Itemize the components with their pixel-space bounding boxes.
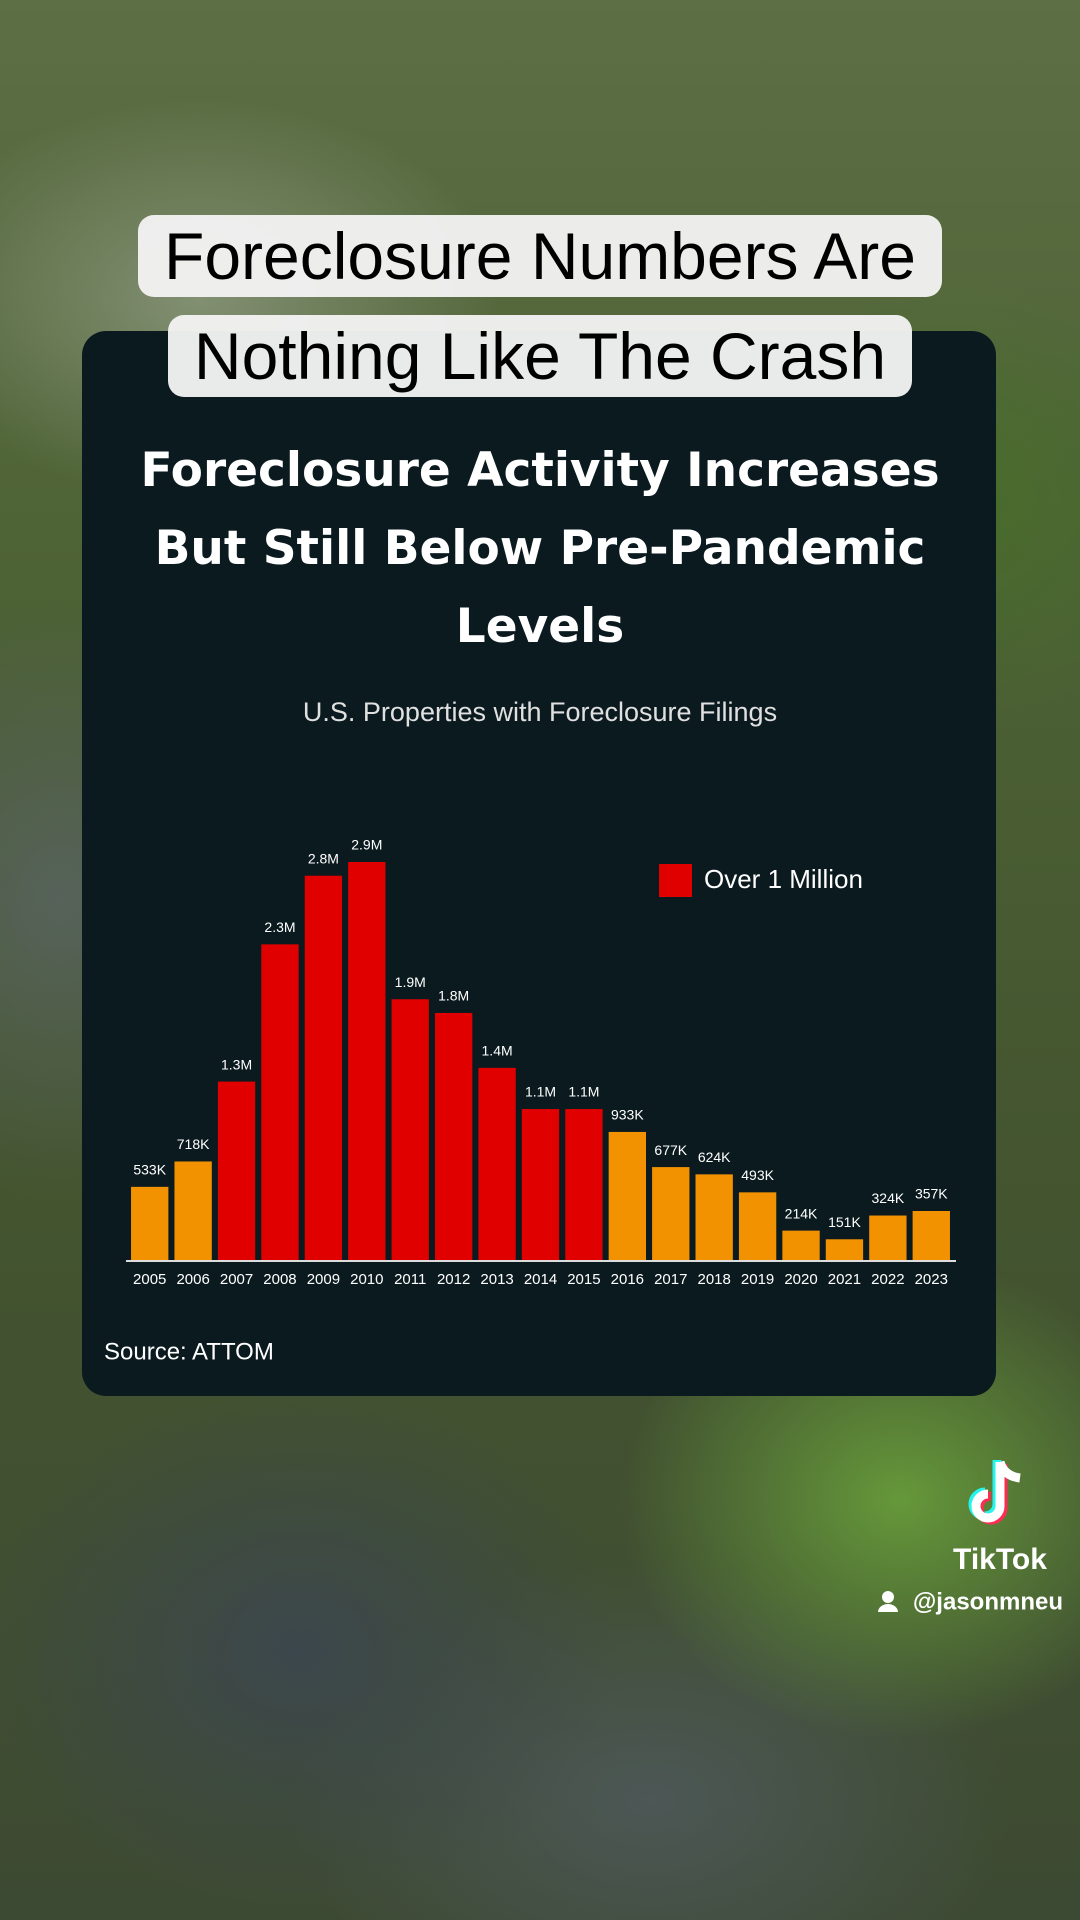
value-label: 357K [915, 1186, 948, 1202]
tiktok-logo [968, 1460, 1021, 1525]
bar [478, 1067, 516, 1260]
legend-swatch [659, 864, 692, 897]
bar [869, 1215, 907, 1260]
x-tick-label: 2006 [176, 1271, 209, 1288]
x-tick-label: 2007 [220, 1271, 253, 1288]
bar [652, 1167, 690, 1260]
bar [174, 1161, 212, 1260]
chart-title: Foreclosure Activity Increases But Still… [140, 443, 940, 654]
bar [217, 1081, 256, 1260]
tiktok-brand: TikTok [953, 1543, 1047, 1576]
bar [391, 999, 429, 1260]
x-tick-label: 2005 [133, 1271, 166, 1288]
value-label: 1.8M [438, 988, 469, 1004]
bar [825, 1239, 864, 1260]
user-icon [878, 1591, 898, 1612]
bar [782, 1230, 820, 1260]
bar [738, 1192, 777, 1260]
value-label: 718K [177, 1136, 210, 1152]
value-label: 214K [785, 1205, 818, 1221]
value-label: 1.9M [395, 974, 426, 990]
caption: Foreclosure Numbers Are Nothing Like The… [100, 206, 980, 406]
value-label: 2.8M [308, 850, 339, 866]
bar [912, 1211, 950, 1260]
bar [521, 1109, 560, 1260]
x-tick-label: 2019 [741, 1271, 774, 1288]
value-label: 677K [654, 1142, 687, 1158]
caption-text: Foreclosure Numbers Are Nothing Like The… [138, 215, 942, 397]
x-tick-label: 2017 [654, 1271, 687, 1288]
x-tick-label: 2014 [524, 1271, 557, 1288]
value-label: 933K [611, 1107, 644, 1123]
x-tick-label: 2011 [394, 1271, 426, 1288]
legend-label: Over 1 Million [704, 864, 863, 894]
x-tick-label: 2013 [480, 1271, 513, 1288]
x-tick-label: 2016 [611, 1271, 644, 1288]
value-label: 151K [828, 1214, 861, 1230]
x-tick-label: 2020 [784, 1271, 817, 1288]
bar [565, 1109, 603, 1260]
bar [348, 862, 386, 1260]
x-tick-label: 2009 [307, 1271, 340, 1288]
x-tick-label: 2015 [567, 1271, 600, 1288]
tiktok-handle: @jasonmneu [913, 1588, 1063, 1615]
value-label: 1.1M [525, 1084, 556, 1100]
x-tick-label: 2022 [871, 1271, 904, 1288]
value-label: 493K [741, 1167, 774, 1183]
value-label: 1.4M [482, 1043, 513, 1059]
value-label: 624K [698, 1149, 731, 1165]
bar [131, 1186, 169, 1260]
bar [434, 1012, 473, 1260]
value-label: 324K [872, 1190, 905, 1206]
x-tick-label: 2021 [828, 1271, 861, 1288]
bar [608, 1131, 647, 1260]
x-tick-label: 2023 [915, 1271, 948, 1288]
value-label: 1.1M [568, 1084, 599, 1100]
x-tick-label: 2012 [437, 1271, 470, 1288]
bar [695, 1174, 733, 1260]
value-label: 2.3M [264, 919, 295, 935]
x-tick-label: 2018 [697, 1271, 730, 1288]
bar [261, 944, 299, 1260]
value-label: 533K [133, 1162, 166, 1178]
x-tick-label: 2008 [263, 1271, 296, 1288]
x-tick-label: 2010 [350, 1271, 383, 1288]
chart-subtitle: U.S. Properties with Foreclosure Filings [303, 697, 777, 727]
value-label: 1.3M [221, 1056, 252, 1072]
source: Source: ATTOM [104, 1338, 274, 1365]
value-label: 2.9M [351, 837, 382, 853]
bar [304, 875, 343, 1260]
